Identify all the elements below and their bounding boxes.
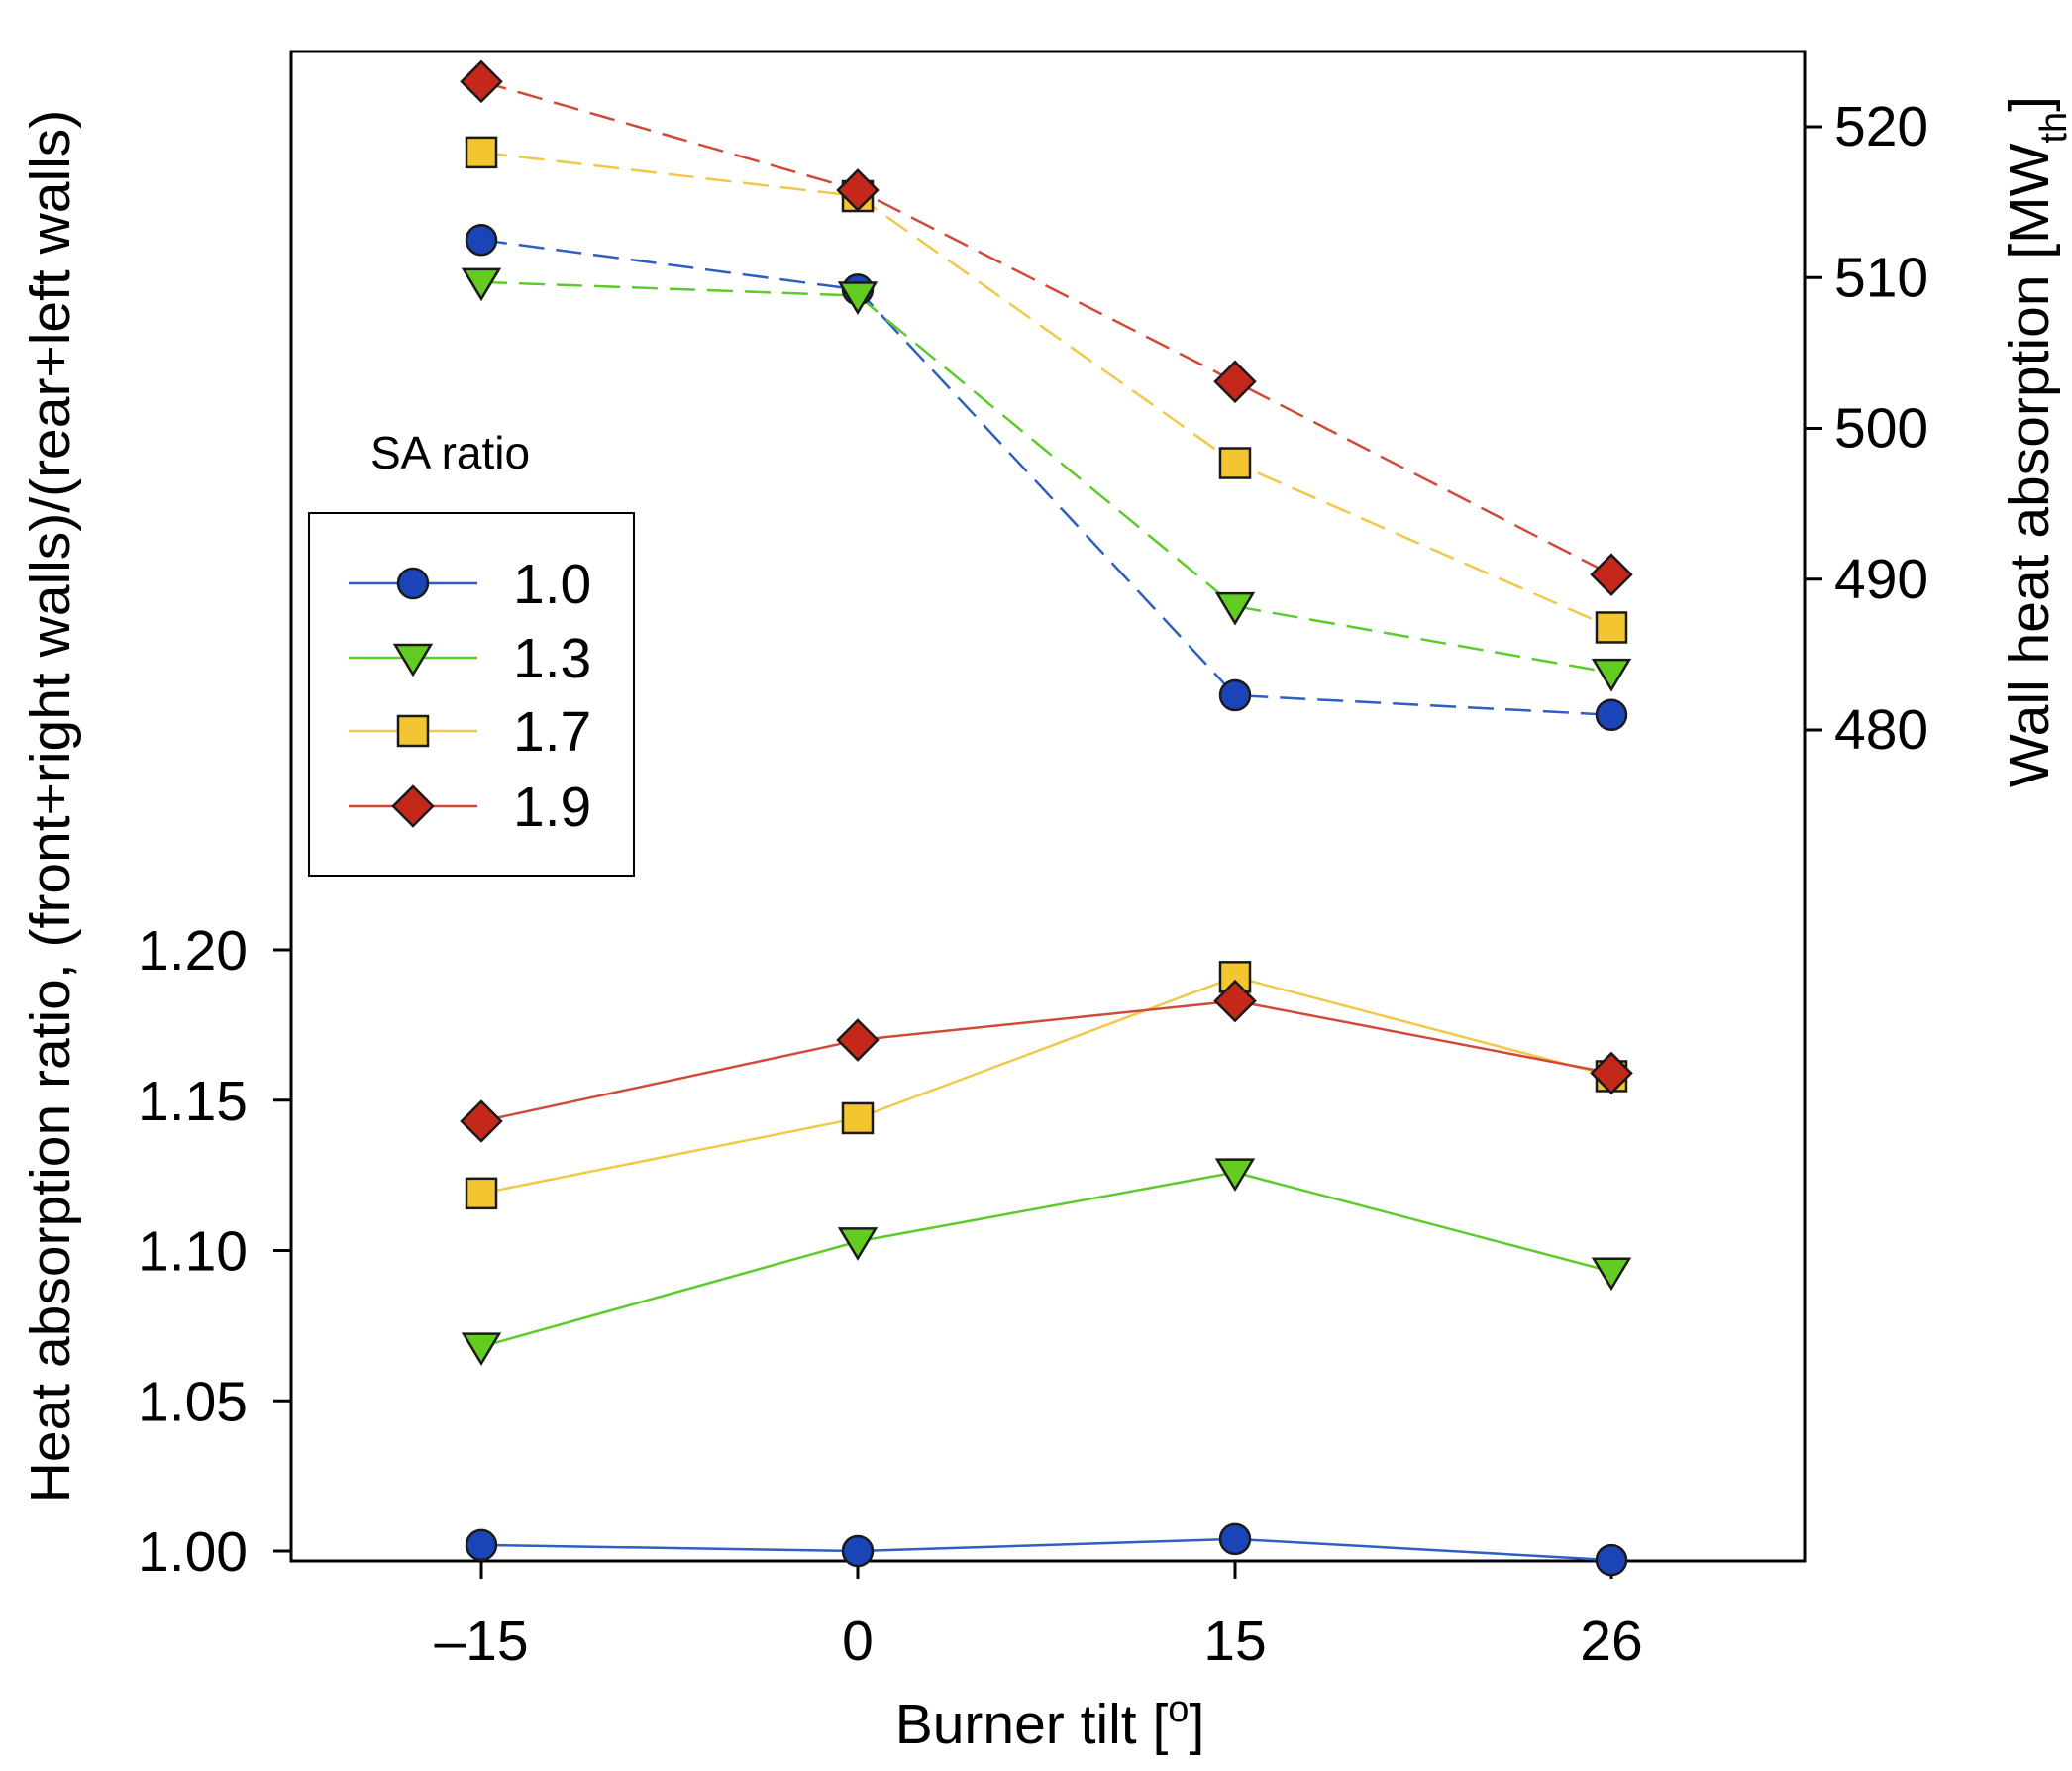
ratio-point-1-0 <box>841 1534 875 1568</box>
wall-heat-line-1-9 <box>480 80 1612 576</box>
y-left-tick-label: 1.05 <box>138 1370 248 1433</box>
wall-heat-point-1-3 <box>837 281 879 315</box>
wall-heat-point-1-9 <box>460 59 503 104</box>
wall-heat-point-1-3 <box>461 267 502 302</box>
legend-label-1-9: 1.9 <box>513 776 591 839</box>
ratio-point-1-9 <box>836 1018 880 1062</box>
wall-heat-point-1-7 <box>1595 611 1628 644</box>
legend-title: SA ratio <box>370 427 530 478</box>
wall-heat-point-1-7 <box>1218 447 1252 479</box>
wall-heat-line-1-7 <box>480 151 1612 629</box>
ratio-point-1-7 <box>841 1101 875 1135</box>
ratio-point-1-0 <box>1595 1543 1628 1577</box>
x-tick-label: 26 <box>1580 1610 1642 1673</box>
y-right-tick-label: 520 <box>1834 95 1928 158</box>
y-right-tick-label: 510 <box>1834 246 1928 309</box>
y-axis-left-title: Heat absorption ratio, (front+right wall… <box>19 110 82 1504</box>
wall-heat-point-1-9 <box>836 168 880 212</box>
ratio-point-1-7 <box>465 1177 498 1210</box>
series-lines <box>480 80 1612 1562</box>
legend-marker-1-7 <box>396 714 430 748</box>
legend-marker-1-9 <box>391 784 435 828</box>
wall-heat-line-1-0 <box>480 238 1612 717</box>
ratio-point-1-0 <box>465 1528 498 1562</box>
wall-heat-point-1-9 <box>1590 553 1633 596</box>
ratio-point-1-9 <box>460 1099 503 1143</box>
legend-box <box>308 512 635 877</box>
series-markers <box>460 59 1633 1577</box>
wall-heat-point-1-0 <box>1218 678 1252 712</box>
legend-label-1-0: 1.0 <box>513 553 591 616</box>
legend-label-1-3: 1.3 <box>513 627 591 690</box>
wall-heat-point-1-3 <box>1214 591 1256 626</box>
x-tick-label: –15 <box>434 1610 528 1673</box>
plot-frame <box>289 50 1807 1563</box>
y-right-tick-label: 480 <box>1834 698 1928 762</box>
ratio-point-1-0 <box>1218 1522 1252 1556</box>
ratio-line-1-3 <box>480 1171 1612 1348</box>
wall-heat-line-1-3 <box>480 280 1612 675</box>
x-tick-label: 15 <box>1203 1610 1266 1673</box>
legend-marker-1-3 <box>392 643 434 677</box>
x-tick-label: 0 <box>842 1610 874 1673</box>
ratio-point-1-3 <box>461 1332 502 1367</box>
x-axis-title: Burner tilt [o] <box>895 1689 1205 1756</box>
y-left-tick-label: 1.00 <box>138 1520 248 1584</box>
wall-heat-point-1-9 <box>1213 360 1257 404</box>
ratio-point-1-3 <box>1214 1158 1256 1193</box>
wall-heat-point-1-3 <box>1591 658 1632 692</box>
y-left-tick-label: 1.15 <box>138 1070 248 1133</box>
legend: 1.0 1.3 1.7 1.9 <box>308 512 635 877</box>
ratio-line-1-0 <box>480 1537 1612 1562</box>
legend-marker-1-0 <box>396 567 430 600</box>
ratio-line-1-9 <box>480 999 1612 1123</box>
wall-heat-point-1-0 <box>465 223 498 257</box>
ratio-point-1-3 <box>837 1227 879 1261</box>
axes: –15 0 15 26 1.00 1.05 1.10 1.15 1.20 480 490 500 510… <box>138 95 1928 1673</box>
y-right-tick-label: 500 <box>1834 397 1928 461</box>
legend-label-1-7: 1.7 <box>513 700 591 764</box>
y-left-tick-label: 1.20 <box>138 919 248 983</box>
y-right-tick-label: 490 <box>1834 548 1928 611</box>
ratio-point-1-9 <box>1213 979 1257 1023</box>
ratio-point-1-3 <box>1591 1257 1632 1292</box>
y-left-tick-label: 1.10 <box>138 1220 248 1284</box>
ratio-point-1-9 <box>1590 1051 1633 1095</box>
wall-heat-point-1-7 <box>465 136 498 169</box>
ratio-line-1-7 <box>480 976 1612 1196</box>
wall-heat-point-1-0 <box>1595 698 1628 732</box>
y-axis-right-title: Wall heat absorption [MWth] <box>1998 96 2072 787</box>
